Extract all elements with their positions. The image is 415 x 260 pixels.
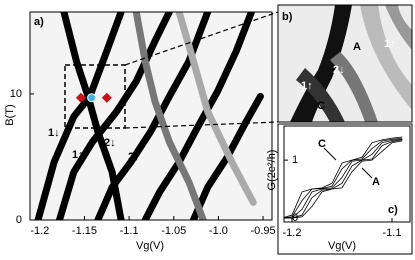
annotation: 2↑ — [128, 151, 140, 163]
panel-c-axes — [283, 125, 411, 223]
annotation: 2↓ — [333, 64, 345, 76]
x-tick-label: -1.1 — [383, 227, 402, 239]
zoom-box — [64, 64, 126, 129]
data-line — [284, 138, 403, 219]
data-line — [55, 12, 173, 220]
annotation: 1↑ — [72, 149, 84, 161]
x-axis-label: Vg(V) — [328, 240, 356, 252]
annotation: C — [317, 100, 325, 112]
x-tick-label: -1.15 — [72, 225, 97, 237]
x-tick-label: -1.0 — [209, 225, 228, 237]
y-tick-label: 10 — [10, 88, 22, 100]
y-axis-label: B(T) — [4, 104, 16, 125]
band — [385, 5, 412, 50]
marker — [87, 93, 97, 103]
annotation: 1↑ — [301, 80, 313, 92]
data-line — [34, 12, 125, 220]
x-tick-label: -1.1 — [120, 225, 139, 237]
x-tick-label: -1.2 — [30, 225, 49, 237]
data-line — [284, 139, 403, 219]
band — [360, 5, 412, 110]
band — [290, 5, 352, 122]
data-line — [284, 137, 403, 219]
panel-a-plot — [34, 12, 264, 220]
panel-c-frame — [277, 123, 413, 255]
annotation-arrow — [361, 167, 373, 179]
zoom-line — [124, 121, 279, 129]
y-tick-label: 1 — [292, 154, 298, 166]
annotation: A — [372, 176, 380, 188]
panel-label: b) — [282, 11, 293, 23]
panel-a-frame — [29, 11, 273, 221]
annotation-arrow — [323, 147, 337, 161]
data-line — [141, 12, 255, 220]
annotation: 1↑ — [384, 38, 396, 50]
data-line — [175, 12, 257, 206]
panel-b: b) A C 1↑ 2↓ 1↑ — [277, 4, 413, 123]
data-line — [284, 136, 403, 218]
panel-c-plot — [284, 136, 403, 219]
x-tick-label: -0.95 — [251, 225, 276, 237]
data-line — [284, 140, 403, 219]
y-axis-label: G(2e²/h) — [266, 150, 278, 191]
annotation: 2↓ — [104, 137, 116, 149]
panel-label: c) — [388, 204, 398, 216]
data-line — [132, 12, 207, 220]
data-line — [94, 12, 212, 220]
y-tick-label: 0 — [292, 212, 298, 224]
x-tick-label: -1.05 — [161, 225, 186, 237]
marker — [101, 92, 112, 103]
panel-label: a) — [34, 16, 44, 28]
annotation: 1↓ — [48, 127, 60, 139]
marker — [75, 92, 86, 103]
annotation: A — [353, 41, 361, 53]
zoom-line — [124, 11, 279, 66]
y-tick-label: 0 — [16, 214, 22, 226]
x-tick-label: -1.2 — [283, 227, 302, 239]
x-axis-label: Vg(V) — [136, 240, 164, 252]
band — [296, 68, 345, 122]
annotation: C — [318, 138, 326, 150]
panel-b-frame — [277, 4, 413, 123]
band — [330, 52, 378, 122]
